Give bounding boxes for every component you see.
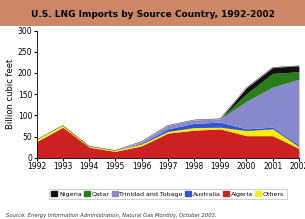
Legend: Nigeria, Qatar, Trinidad and Tobago, Australia, Algeria, Others: Nigeria, Qatar, Trinidad and Tobago, Aus… [49, 189, 287, 199]
Text: U.S. LNG Imports by Source Country, 1992-2002: U.S. LNG Imports by Source Country, 1992… [30, 10, 274, 19]
Y-axis label: Billion cubic feet: Billion cubic feet [6, 59, 15, 129]
FancyBboxPatch shape [0, 0, 305, 26]
Text: Source: Energy Information Administration, Natural Gas Monthly, October 2003.: Source: Energy Information Administratio… [6, 213, 217, 218]
